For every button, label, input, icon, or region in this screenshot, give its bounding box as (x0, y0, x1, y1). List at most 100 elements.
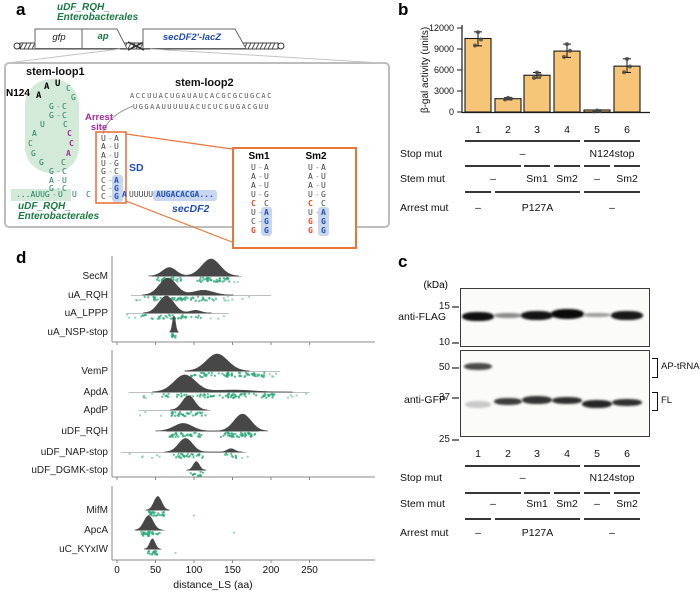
d-point (183, 454, 186, 458)
d-point (234, 395, 237, 398)
d-point (165, 394, 168, 397)
d-point (187, 412, 190, 416)
d-point (230, 452, 233, 456)
d-point (173, 414, 177, 418)
d-point (252, 374, 256, 377)
d-point (234, 432, 237, 436)
d-point (154, 551, 157, 555)
d-point (190, 374, 194, 377)
d-point (163, 276, 166, 279)
d-point (172, 298, 176, 301)
d-point (164, 296, 168, 299)
d-point (194, 413, 197, 417)
sl1-nt: C (69, 139, 74, 148)
d-point (186, 452, 189, 455)
d-point (246, 372, 249, 375)
gfp-gene-label: gfp (52, 32, 66, 43)
upstream-orf-seq: ...AUUG (16, 190, 50, 199)
kda-marker: 25 (438, 434, 450, 445)
wt-stem-left-nt: C (101, 192, 106, 202)
d-point (180, 395, 183, 398)
sl1-nt: G (49, 184, 54, 193)
c-annot-value: Sm2 (556, 498, 578, 510)
d-point (194, 373, 197, 377)
reporter-gene-label: secDF2'-lacZ (162, 32, 222, 43)
d-point (142, 395, 145, 398)
d-point (246, 373, 249, 376)
sm1-bond: - (258, 190, 263, 199)
d-point (243, 375, 246, 378)
d-point (183, 434, 187, 438)
d-point (226, 278, 229, 281)
d-point (200, 433, 203, 437)
d-row-label-ApdA: ApdA (84, 387, 109, 398)
panel-c-label: c (398, 252, 408, 271)
d-point (179, 276, 182, 279)
d-point (152, 298, 156, 301)
d-point (209, 395, 212, 398)
d-point (148, 531, 151, 535)
d-point (166, 395, 169, 398)
d-row-label-VemP: VemP (81, 366, 108, 377)
d-point (201, 279, 204, 282)
b-data-point (568, 48, 572, 53)
d-point (189, 298, 193, 301)
d-point (225, 431, 228, 434)
d-point (209, 395, 212, 398)
kda-marker: 15 (438, 301, 450, 312)
d-point (240, 393, 243, 396)
d-point (147, 530, 150, 533)
d-point (172, 433, 176, 436)
sm2-left-nt: U (308, 163, 313, 172)
sm1-left-nt: A (251, 181, 256, 190)
c-lane-number: 3 (534, 448, 540, 460)
dna-hatch (155, 42, 160, 50)
d-point (144, 396, 147, 400)
b-lane-number: 2 (505, 124, 511, 136)
dna-hatch (223, 42, 228, 50)
d-point (154, 296, 157, 299)
d-point (199, 280, 203, 284)
d-point (147, 530, 150, 534)
d-point (206, 279, 209, 283)
d-point (214, 280, 217, 283)
d-point (227, 396, 230, 399)
b-bar (464, 37, 492, 113)
d-point (231, 393, 235, 397)
d-point (252, 371, 256, 375)
d-point (194, 299, 197, 302)
wt-stem-bond: - (108, 192, 113, 202)
d-point (198, 435, 201, 438)
d-point (231, 455, 235, 459)
anti-gfp-label: anti-GFP (403, 394, 446, 406)
d-point (257, 373, 261, 377)
sm2-left-nt: A (308, 172, 313, 181)
d-density-uC_KYxIW (144, 538, 161, 550)
d-point (238, 393, 242, 397)
d-point (142, 531, 145, 534)
d-density-MifM (146, 496, 170, 511)
d-point (152, 514, 155, 517)
d-point (179, 432, 183, 435)
sm2-right-nt: G (321, 190, 326, 199)
sm2-bond: - (315, 190, 320, 199)
d-point (262, 394, 265, 397)
dna-hatch (191, 42, 196, 50)
d-point (199, 371, 203, 375)
d-point (192, 395, 195, 398)
d-point (237, 395, 240, 398)
b-data-point (625, 56, 629, 61)
d-point (185, 393, 188, 396)
sl1-nt: C (62, 102, 67, 111)
sm2-right-nt: A (321, 208, 326, 217)
d-point (192, 514, 195, 517)
d-point (247, 431, 251, 435)
dna-hatch (43, 42, 48, 50)
d-point (174, 431, 178, 434)
sm1-right-nt: U (264, 181, 269, 190)
d-point (198, 299, 201, 303)
d-point (171, 314, 174, 317)
zoom-connector-left (6, 48, 121, 64)
d-point (195, 412, 198, 416)
c-lane-number: 6 (624, 448, 630, 460)
